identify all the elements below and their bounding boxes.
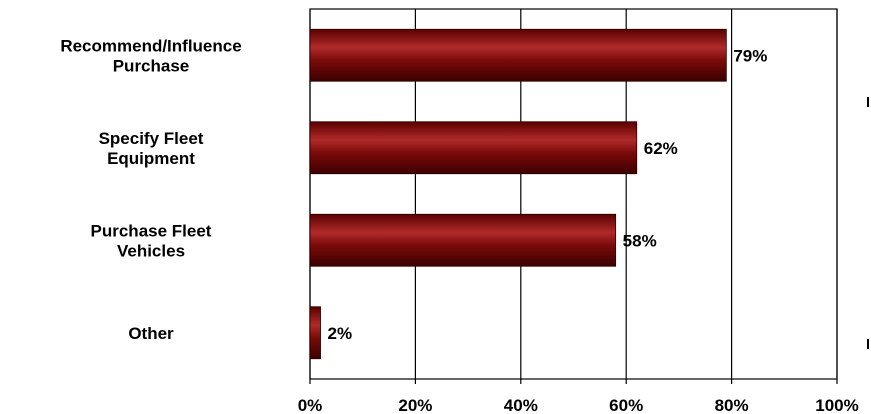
edge-marks [867, 97, 869, 349]
edge-mark [867, 339, 869, 349]
data-labels: 79% 62% 58% 2% [328, 46, 768, 343]
bar [309, 28, 727, 82]
category-label-line: Recommend/Influence [60, 36, 241, 55]
category-label: Other [128, 324, 174, 343]
category-label: Recommend/Influence Purchase [60, 36, 241, 75]
category-label-line: Other [128, 324, 174, 343]
data-label: 58% [623, 231, 657, 250]
x-tick-label: 20% [398, 396, 432, 414]
bar [309, 121, 638, 175]
category-label-line: Vehicles [117, 241, 185, 260]
data-label: 79% [733, 46, 767, 65]
x-tick-label: 40% [504, 396, 538, 414]
data-label: 62% [644, 139, 678, 158]
x-tick-label: 0% [298, 396, 323, 414]
x-tick-label: 80% [715, 396, 749, 414]
edge-mark [867, 97, 869, 107]
category-label-line: Specify Fleet [99, 129, 204, 148]
bars [309, 28, 727, 360]
category-labels: Recommend/Influence Purchase Specify Fleet… [60, 36, 241, 343]
category-label-line: Purchase Fleet [91, 221, 212, 240]
x-tick-label: 60% [609, 396, 643, 414]
bar [309, 306, 321, 360]
data-label: 2% [328, 324, 353, 343]
bar [309, 213, 617, 267]
category-label: Specify Fleet Equipment [99, 129, 204, 168]
x-axis-tick-labels: 0% 20% 40% 60% 80% 100% [298, 396, 859, 414]
category-label-line: Equipment [107, 149, 195, 168]
x-tick-label: 100% [815, 396, 858, 414]
category-label-line: Purchase [113, 56, 190, 75]
category-label: Purchase Fleet Vehicles [91, 221, 212, 260]
